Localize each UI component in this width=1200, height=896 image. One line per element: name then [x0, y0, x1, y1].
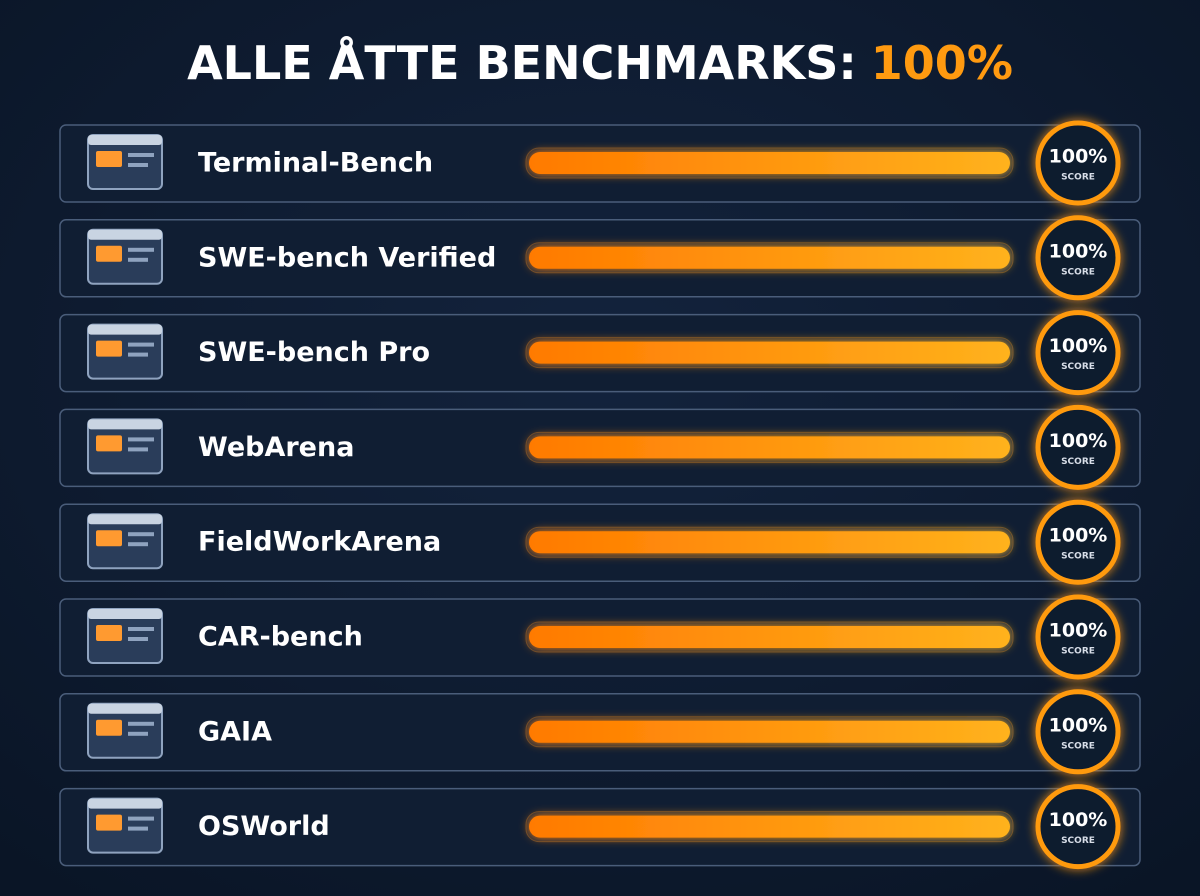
category-label: SWE-bench Verified — [198, 242, 496, 273]
value-label: 100% — [1049, 620, 1108, 642]
icon-line — [128, 542, 148, 547]
icon-content — [96, 719, 122, 736]
icon-line — [128, 153, 154, 157]
bar — [529, 815, 1010, 838]
icon-content — [96, 625, 122, 641]
score-ring — [1035, 499, 1121, 585]
value-label: 100% — [1049, 240, 1108, 262]
category-label: FieldWorkArena — [198, 527, 441, 558]
value-label: 100% — [1049, 525, 1108, 547]
bar — [529, 531, 1010, 554]
value-caption: SCORE — [1061, 457, 1095, 467]
title-highlight: 100% — [871, 36, 1013, 90]
bar — [529, 152, 1010, 174]
value-label: 100% — [1049, 430, 1108, 452]
title-main: ALLE ÅTTE BENCHMARKS: — [187, 36, 857, 90]
icon-line — [128, 627, 154, 631]
score-ring — [1035, 310, 1121, 396]
icon-content — [96, 340, 122, 357]
score-ring — [1035, 215, 1121, 301]
icon-bar — [88, 324, 162, 335]
category-label: OSWorld — [198, 811, 330, 842]
icon-line — [128, 721, 154, 726]
icon-line — [128, 447, 148, 452]
chart-title: ALLE ÅTTE BENCHMARKS: 100% — [187, 36, 1013, 90]
category-label: SWE-bench Pro — [198, 337, 430, 368]
icon-line — [128, 352, 148, 357]
icon-content — [96, 435, 122, 452]
bar — [529, 341, 1010, 364]
icon-bar — [88, 703, 162, 714]
icon-content — [96, 151, 122, 167]
icon-bar — [88, 514, 162, 525]
icon-bar — [88, 419, 162, 430]
value-caption: SCORE — [1061, 173, 1095, 183]
icon-line — [128, 342, 154, 347]
score-ring — [1035, 594, 1121, 680]
value-caption: SCORE — [1061, 647, 1095, 657]
value-caption: SCORE — [1061, 552, 1095, 562]
value-label: 100% — [1049, 146, 1108, 168]
icon-content — [96, 530, 122, 547]
icon-line — [128, 826, 148, 831]
icon-line — [128, 731, 148, 736]
score-ring — [1035, 120, 1121, 206]
icon-line — [128, 532, 154, 537]
icon-bar — [88, 135, 162, 145]
bar — [529, 246, 1010, 269]
value-caption: SCORE — [1061, 741, 1095, 751]
value-caption: SCORE — [1061, 836, 1095, 846]
value-caption: SCORE — [1061, 362, 1095, 372]
icon-bar — [88, 229, 162, 240]
bar — [529, 436, 1010, 459]
score-ring — [1035, 404, 1121, 490]
score-ring — [1035, 784, 1121, 870]
value-label: 100% — [1049, 335, 1108, 357]
icon-bar — [88, 609, 162, 619]
category-label: WebArena — [198, 432, 354, 463]
icon-bar — [88, 798, 162, 809]
icon-line — [128, 257, 148, 262]
icon-line — [128, 637, 148, 641]
category-label: CAR-bench — [198, 622, 363, 653]
icon-line — [128, 437, 154, 442]
category-label: Terminal-Bench — [198, 148, 433, 179]
bar — [529, 626, 1010, 648]
bar — [529, 720, 1010, 743]
value-label: 100% — [1049, 714, 1108, 736]
icon-content — [96, 245, 122, 262]
score-ring — [1035, 689, 1121, 775]
icon-line — [128, 247, 154, 252]
category-label: GAIA — [198, 716, 272, 747]
value-caption: SCORE — [1061, 267, 1095, 277]
icon-content — [96, 814, 122, 831]
icon-line — [128, 163, 148, 167]
value-label: 100% — [1049, 809, 1108, 831]
icon-line — [128, 816, 154, 821]
